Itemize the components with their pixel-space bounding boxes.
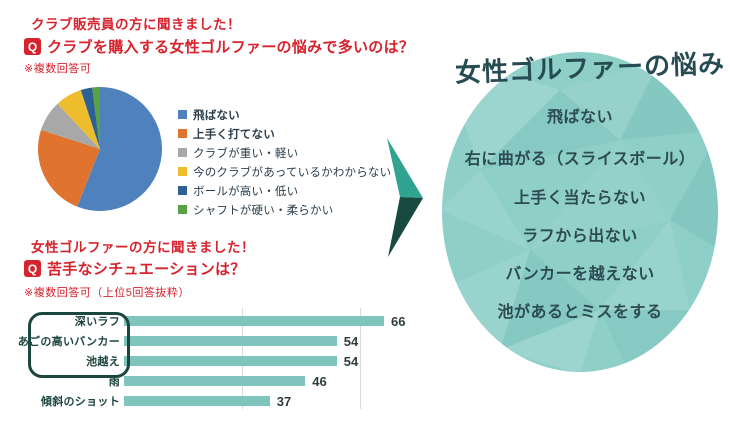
bubble-facets [442, 52, 718, 372]
bar-category-label: 深いラフ [74, 316, 120, 328]
legend-swatch [178, 205, 187, 214]
legend-item: 上手く打てない [178, 124, 391, 143]
survey1-header: クラブ販売員の方に聞きました！ [31, 17, 241, 32]
bar-row: 池越え 54 [0, 351, 440, 371]
survey2-note: ※複数回答可（上位5回答抜粋） [24, 287, 190, 299]
bar-row: 深いラフ 66 [0, 311, 440, 331]
pie-slice-4 [80, 87, 100, 149]
bubble-items: 飛ばない右に曲がる（スライスボール） 上手く当たらない ラフから出ない バンカーを越え… [440, 50, 720, 374]
survey1-note: ※複数回答可 [24, 63, 92, 75]
legend-item: ボールが高い・低い [178, 181, 391, 200]
bar-category-label: 池越え [86, 356, 120, 368]
legend-swatch [178, 129, 187, 138]
bar [124, 356, 337, 366]
legend-swatch [178, 148, 187, 157]
legend-item: シャフトが硬い・柔らかい [178, 200, 391, 219]
bar-value: 54 [343, 353, 359, 369]
bubble-item: 飛ばない [546, 109, 613, 126]
survey2-question-row: Q 苦手なシチュエーションは？ [24, 258, 246, 279]
bubble-item: 右に曲がる（スライスボール） [464, 151, 696, 168]
arrow-lower-facet [388, 197, 423, 257]
bar-chart: 深いラフ 66 あごの高いバンカー 54 池越え 54 雨 46 傾斜のショット 37 [0, 308, 440, 411]
bar [124, 336, 337, 346]
legend-label: 飛ばない [193, 109, 240, 122]
bubble-item: 池があるとミスをする [497, 304, 663, 321]
bar-row: あごの高いバンカー 54 [0, 331, 440, 351]
bar-row: 雨 46 [0, 371, 440, 391]
legend-label: 今のクラブがあっているかわからない [193, 166, 392, 179]
legend-label: ボールが高い・低い [193, 185, 299, 198]
pie-slice-2 [41, 103, 100, 149]
legend-swatch [178, 186, 187, 195]
legend-item: 今のクラブがあっているかわからない [178, 162, 391, 181]
survey1-question: クラブを購入する女性ゴルファーの悩みで多いのは？ [47, 39, 415, 56]
gridline-60 [360, 308, 362, 409]
bar-row: 傾斜のショット 37 [0, 391, 440, 411]
bar [124, 316, 385, 326]
pie-slice-1 [38, 129, 100, 207]
pie-slice-5 [92, 87, 100, 149]
survey2-question: 苦手なシチュエーションは？ [47, 261, 246, 278]
q-badge: Q [24, 38, 41, 55]
bubble-background [442, 52, 718, 372]
bubble-item: 上手く当たらない [513, 190, 646, 207]
bar-value: 66 [391, 313, 406, 329]
pie-legend: 飛ばない上手く打てないクラブが重い・軽い今のクラブがあっているかわからない ボール… [178, 105, 391, 219]
bar-category-label: 傾斜のショット [40, 396, 120, 408]
bar-category-label: あごの高いバンカー [17, 336, 120, 348]
q-badge: Q [24, 260, 41, 277]
survey2-header: 女性ゴルファーの方に聞きました！ [31, 240, 255, 255]
top3-highlight-box [28, 312, 130, 378]
arrow-icon [387, 138, 423, 257]
bar-value: 54 [343, 333, 359, 349]
bar-value: 46 [312, 373, 327, 389]
pie-slice-3 [57, 90, 100, 149]
bubble-item: バンカーを越えない [505, 266, 655, 283]
survey1-question-row: Q クラブを購入する女性ゴルファーの悩みで多いのは？ [24, 36, 414, 57]
bar [124, 396, 270, 406]
bar-value: 37 [276, 393, 292, 409]
legend-label: 上手く打てない [193, 128, 275, 141]
legend-swatch [178, 110, 187, 119]
bar-category-label: 雨 [108, 376, 120, 388]
summary-bubble [442, 52, 718, 372]
pie-slice-0 [77, 87, 162, 211]
legend-label: シャフトが硬い・柔らかい [193, 204, 334, 217]
legend-item: 飛ばない [178, 105, 391, 124]
pie-chart [38, 87, 162, 211]
legend-swatch [178, 167, 187, 176]
legend-label: クラブが重い・軽い [193, 147, 299, 160]
bar [124, 376, 306, 386]
arrow-upper-facet [387, 138, 423, 198]
legend-item: クラブが重い・軽い [178, 143, 391, 162]
bubble-item: ラフから出ない [522, 228, 638, 245]
